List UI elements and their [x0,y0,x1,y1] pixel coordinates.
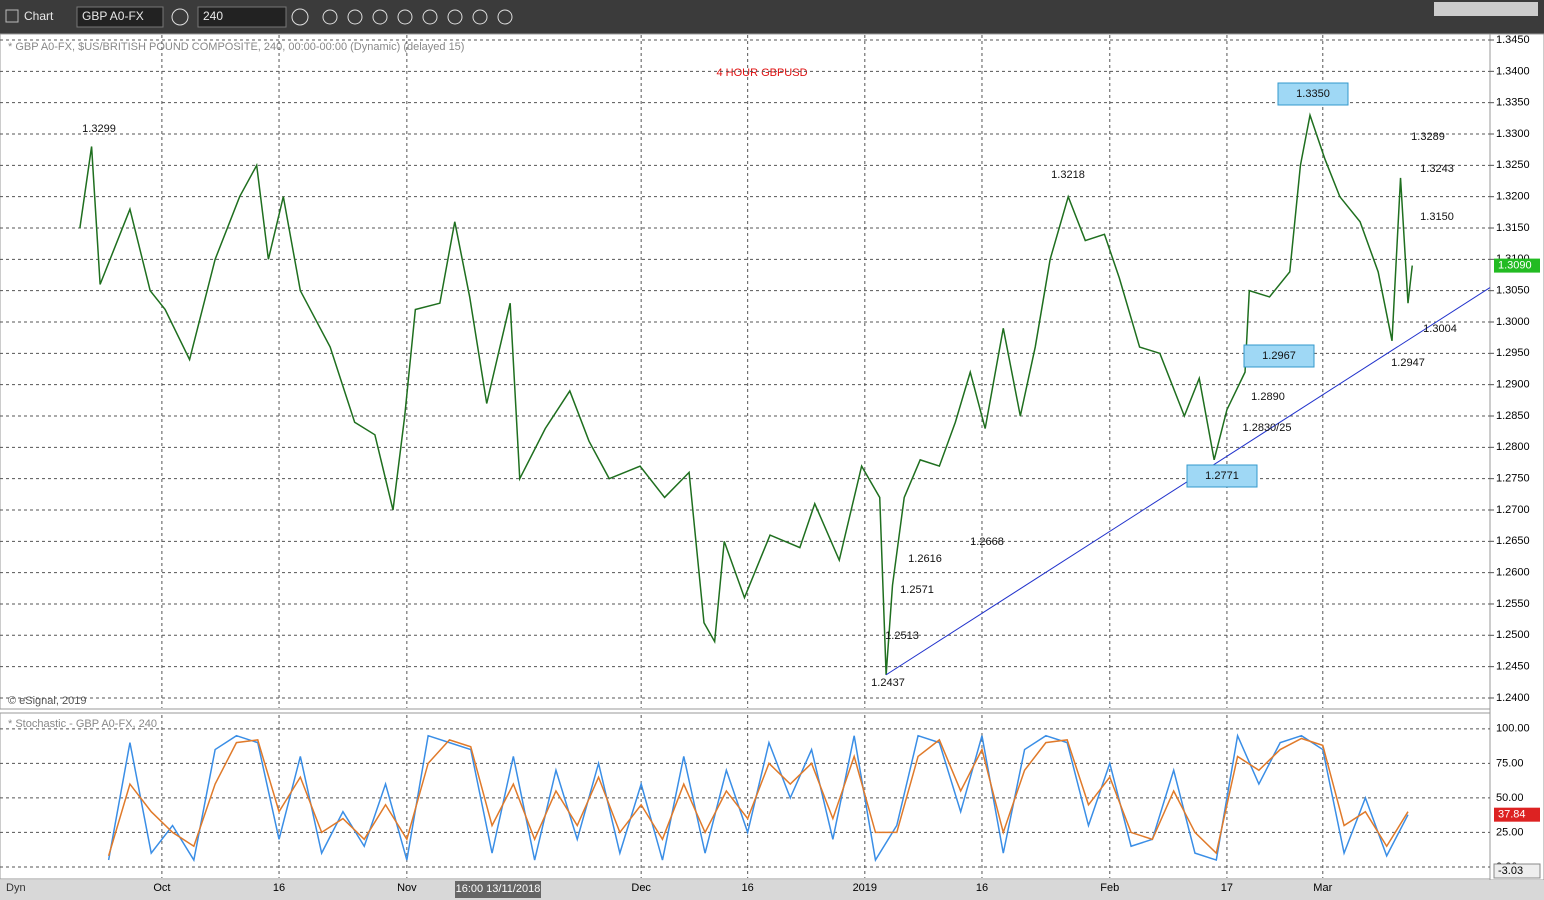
annotation: 1.2571 [900,584,934,596]
symbol-box[interactable] [76,6,164,28]
stochastic-title: * Stochastic - GBP A0-FX, 240 [8,718,157,730]
draw-icon[interactable] [322,9,338,25]
last-stoch-label: 37.84 [1498,809,1526,821]
y-tick-label: 1.2650 [1496,535,1530,547]
last-price-box [1494,258,1540,273]
annotation: 1.2890 [1251,391,1285,403]
price-pane [0,33,1491,710]
y-tick-label: 1.2750 [1496,473,1530,485]
annotation-box [1277,82,1349,106]
annotation: 1.3299 [82,123,116,135]
annotation: 1.3004 [1423,323,1457,335]
y-tick-label: 100.00 [1496,723,1530,735]
y-tick-label: 1.2600 [1496,567,1530,579]
settings-icon[interactable] [171,8,189,26]
interval-input[interactable]: 240 [203,9,223,23]
y-tick-label: 1.3150 [1496,222,1530,234]
annotation: 1.2616 [908,553,942,565]
x-tick-label: 17 [1221,882,1233,894]
y-tick-label: 1.3350 [1496,97,1530,109]
time-axis [0,880,1544,900]
facebook-icon[interactable] [497,9,513,25]
y-tick-label: 1.2950 [1496,347,1530,359]
annotation: 1.2771 [1205,470,1239,482]
x-tick-label: Oct [153,882,170,894]
series-line [107,737,1409,857]
annotation: 1.3150 [1420,211,1454,223]
annotation: 1.2513 [885,630,919,642]
chart-title: 4 HOUR GBPUSD [716,67,807,79]
y-tick-label: 1.2400 [1496,692,1530,704]
study-icon[interactable] [347,9,363,25]
x-tick-label: Nov [397,882,417,894]
window-buttons[interactable] [1434,2,1538,16]
copyright: © eSignal, 2019 [8,695,86,707]
y-tick-label: 1.3450 [1496,34,1530,46]
x-tick-label: 2019 [853,882,877,894]
y-tick-label: 1.2700 [1496,504,1530,516]
annotation: 1.2668 [970,536,1004,548]
annotation: 1.3289 [1411,131,1445,143]
y-tick-label: 1.3200 [1496,191,1530,203]
annotation: 1.2830/25 [1243,422,1292,434]
y-tick-label: 1.2900 [1496,379,1530,391]
y-tick-label: 1.2800 [1496,441,1530,453]
annotation: 1.3243 [1420,163,1454,175]
window-title: Chart [24,9,54,23]
stochastic-pane [0,712,1491,880]
annotation: 1.2947 [1391,357,1425,369]
x-tick-label: 16 [976,882,988,894]
status: Dyn [6,882,26,894]
y-tick-label: 1.2450 [1496,661,1530,673]
x-tick-label: Dec [631,882,651,894]
x-tick-label: Mar [1313,882,1332,894]
y-tick-label: 50.00 [1496,792,1524,804]
clock-icon[interactable] [291,8,309,26]
annotation: 1.3218 [1051,169,1085,181]
min-stoch-label: -3.03 [1498,865,1523,877]
interval-box[interactable] [197,6,287,28]
cursor-box [455,881,541,898]
last-price-label: 1.3090 [1498,260,1532,272]
y-tick-label: 1.3400 [1496,65,1530,77]
link-icon[interactable] [422,9,438,25]
y-tick-label: 1.2550 [1496,598,1530,610]
annotation-box [1243,344,1315,368]
alert-icon[interactable] [397,9,413,25]
y-tick-label: 1.2850 [1496,410,1530,422]
y-tick-label: 1.2500 [1496,629,1530,641]
y-tick-label: 1.3250 [1496,159,1530,171]
comment-icon[interactable] [447,9,463,25]
annotation-box [1186,464,1258,488]
cursor-label: 16:00 13/11/2018 [456,883,541,895]
x-tick-label: Feb [1100,882,1119,894]
symbol-input[interactable]: GBP A0-FX [82,9,144,23]
y-tick-label: 1.3050 [1496,285,1530,297]
y-tick-label: 25.00 [1496,826,1524,838]
x-tick-label: 16 [742,882,754,894]
annotation: 1.3350 [1296,88,1330,100]
y-tick-label: 1.3300 [1496,128,1530,140]
window-icon [5,9,19,23]
last-stoch-box [1494,807,1540,822]
y-tick-label: 1.3000 [1496,316,1530,328]
annotation: 1.2967 [1262,350,1296,362]
twitter-icon[interactable] [472,9,488,25]
annotation: 1.2437 [871,677,905,689]
play-icon[interactable] [372,9,388,25]
y-tick-label: 75.00 [1496,757,1524,769]
series-line [107,733,1409,863]
min-stoch-box [1493,863,1541,879]
subtitle: * GBP A0-FX, $US/BRITISH POUND COMPOSITE… [8,41,464,53]
x-tick-label: 16 [273,882,285,894]
